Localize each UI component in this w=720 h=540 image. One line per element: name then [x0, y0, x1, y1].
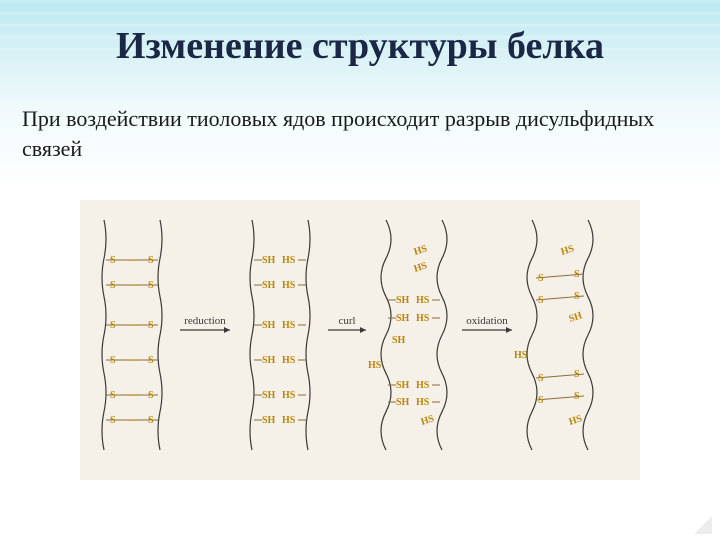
svg-text:HS: HS	[368, 360, 382, 371]
svg-text:—: —	[128, 390, 140, 401]
svg-text:S: S	[538, 373, 544, 384]
svg-text:HS: HS	[282, 255, 296, 266]
protein-diagram: S—SS—SS—SS—SS—SS—SSHHSSHHSSHHSSHHSSHHSSH…	[80, 200, 640, 480]
svg-text:S: S	[110, 390, 116, 401]
svg-text:HS: HS	[416, 313, 430, 324]
svg-text:HS: HS	[282, 415, 296, 426]
svg-text:SH: SH	[396, 313, 410, 324]
svg-text:HS: HS	[568, 413, 585, 428]
svg-text:S: S	[148, 415, 154, 426]
svg-text:HS: HS	[413, 243, 430, 258]
svg-text:SH: SH	[262, 320, 276, 331]
svg-text:—: —	[128, 320, 140, 331]
svg-text:S: S	[574, 369, 580, 380]
svg-text:S: S	[574, 291, 580, 302]
svg-text:HS: HS	[416, 295, 430, 306]
svg-text:S: S	[148, 320, 154, 331]
svg-text:SH: SH	[396, 397, 410, 408]
svg-text:S: S	[110, 415, 116, 426]
svg-text:HS: HS	[282, 280, 296, 291]
page-title: Изменение структуры белка	[0, 24, 720, 68]
svg-text:oxidation: oxidation	[466, 315, 508, 327]
svg-text:S: S	[538, 273, 544, 284]
svg-text:HS: HS	[282, 355, 296, 366]
svg-text:SH: SH	[262, 280, 276, 291]
svg-text:reduction: reduction	[184, 315, 226, 327]
svg-text:SH: SH	[262, 255, 276, 266]
svg-text:—: —	[128, 415, 140, 426]
svg-text:HS: HS	[416, 380, 430, 391]
svg-text:S: S	[538, 295, 544, 306]
svg-text:SH: SH	[568, 310, 584, 325]
svg-text:S: S	[110, 355, 116, 366]
svg-text:SH: SH	[262, 415, 276, 426]
svg-text:—: —	[128, 355, 140, 366]
svg-text:SH: SH	[396, 295, 410, 306]
svg-text:SH: SH	[392, 335, 406, 346]
svg-text:SH: SH	[396, 380, 410, 391]
svg-text:SH: SH	[262, 355, 276, 366]
svg-text:S: S	[574, 269, 580, 280]
svg-text:HS: HS	[420, 413, 437, 428]
svg-text:S: S	[148, 355, 154, 366]
svg-text:S: S	[538, 395, 544, 406]
svg-text:HS: HS	[413, 260, 430, 275]
svg-text:SH: SH	[262, 390, 276, 401]
svg-text:S: S	[110, 280, 116, 291]
svg-text:—: —	[128, 280, 140, 291]
svg-text:HS: HS	[514, 350, 528, 361]
svg-text:S: S	[110, 255, 116, 266]
svg-text:S: S	[148, 390, 154, 401]
svg-text:curl: curl	[338, 315, 355, 327]
svg-text:S: S	[148, 280, 154, 291]
svg-text:—: —	[128, 255, 140, 266]
svg-text:HS: HS	[560, 243, 577, 258]
svg-text:S: S	[110, 320, 116, 331]
page-corner-icon	[694, 516, 712, 534]
svg-text:S: S	[148, 255, 154, 266]
svg-text:HS: HS	[416, 397, 430, 408]
svg-text:HS: HS	[282, 390, 296, 401]
svg-text:HS: HS	[282, 320, 296, 331]
svg-text:S: S	[574, 391, 580, 402]
subtitle-text: При воздействии тиоловых ядов происходит…	[22, 104, 682, 163]
